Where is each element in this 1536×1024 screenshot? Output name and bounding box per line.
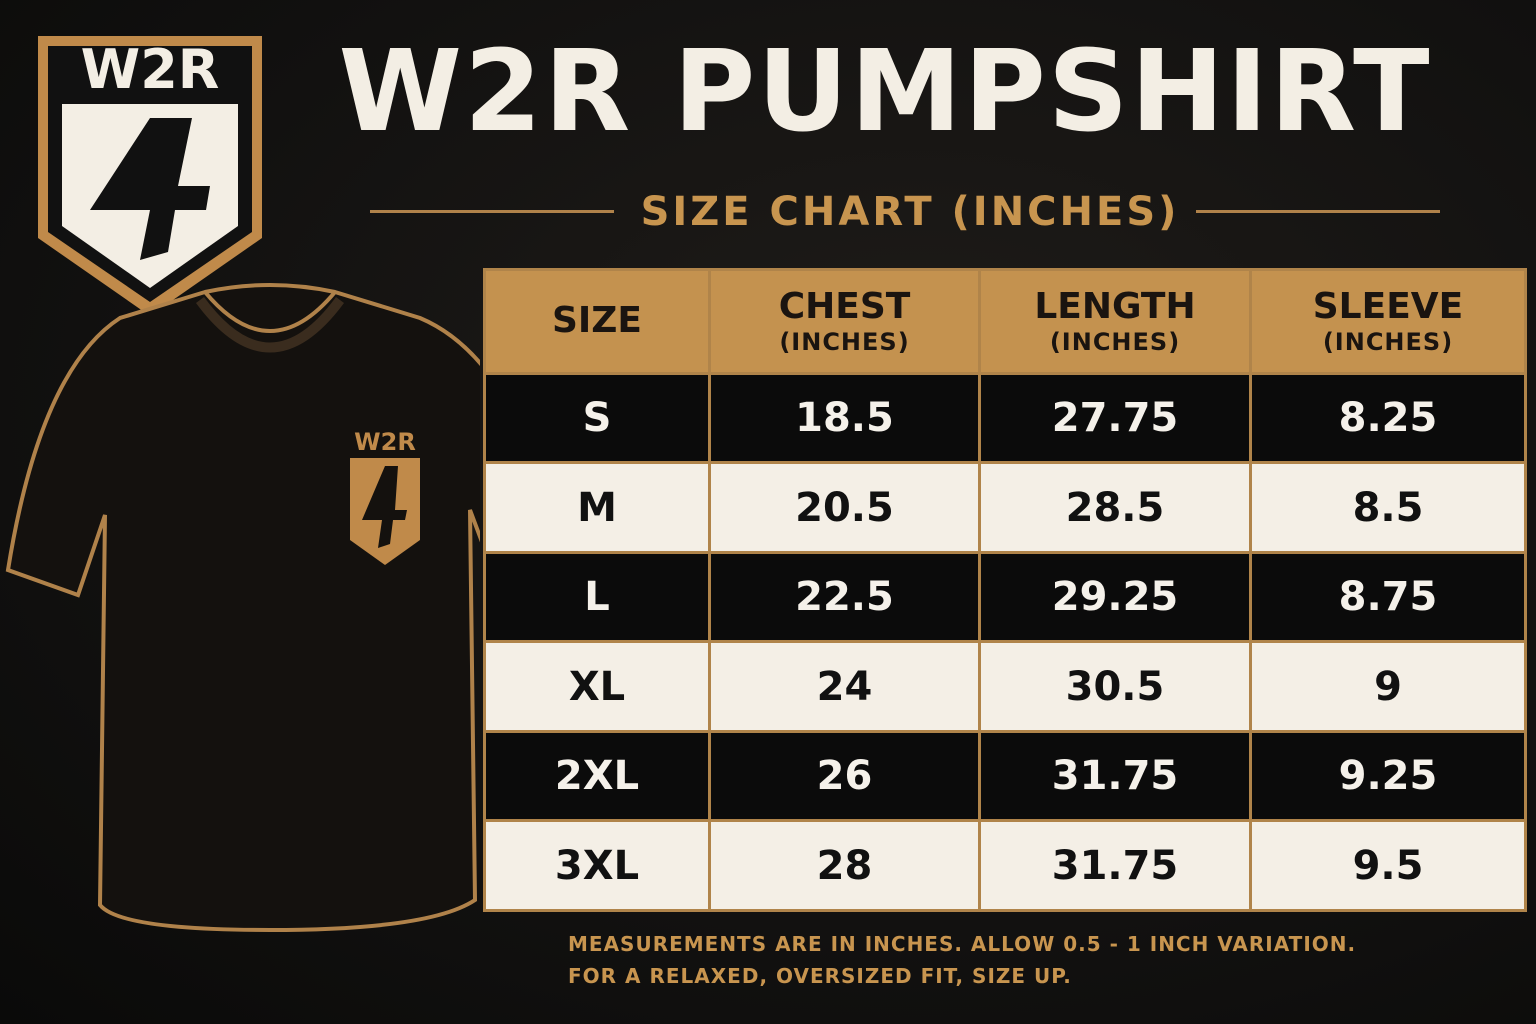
shirt-collar-band bbox=[195, 297, 345, 353]
table-row: L 22.5 29.25 8.75 bbox=[483, 550, 1527, 644]
header-unit: (INCHES) bbox=[779, 328, 910, 357]
subtitle: SIZE CHART (INCHES) bbox=[640, 189, 1180, 235]
title: W2R PUMPSHIRT bbox=[338, 27, 1432, 157]
footnote: MEASUREMENTS ARE IN INCHES. ALLOW 0.5 - … bbox=[538, 928, 1356, 992]
artwork: W2R W2R bbox=[5, 36, 480, 933]
divider bbox=[370, 210, 614, 213]
measurement-cell: 9.5 bbox=[1249, 819, 1527, 912]
measurement-cell: 8.5 bbox=[1249, 461, 1527, 554]
measurement-cell: 9.25 bbox=[1249, 729, 1527, 823]
table-row: 3XL 28 31.75 9.5 bbox=[483, 819, 1527, 912]
header-label: SIZE bbox=[551, 300, 643, 342]
measurement-cell: 31.75 bbox=[978, 729, 1252, 823]
size-cell: XL bbox=[483, 640, 711, 733]
measurement-cell: 8.75 bbox=[1249, 550, 1527, 644]
measurement-cell: 30.5 bbox=[978, 640, 1252, 733]
footnote-line: FOR A RELAXED, OVERSIZED FIT, SIZE UP. bbox=[568, 964, 1072, 988]
shirt-collar bbox=[203, 290, 337, 333]
size-cell: M bbox=[483, 461, 711, 554]
header-label: LENGTH bbox=[1034, 286, 1196, 328]
table-row: XL 24 30.5 9 bbox=[483, 640, 1527, 733]
logo-mark bbox=[90, 118, 210, 260]
header-cell: SIZE bbox=[483, 268, 711, 375]
measurement-cell: 31.75 bbox=[978, 819, 1252, 912]
measurement-cell: 26 bbox=[708, 729, 981, 823]
shirt-logo-text: W2R bbox=[354, 428, 416, 456]
shirt-body bbox=[5, 283, 480, 933]
measurement-cell: 29.25 bbox=[978, 550, 1252, 644]
table-row: S 18.5 27.75 8.25 bbox=[483, 371, 1527, 465]
footnote-line: MEASUREMENTS ARE IN INCHES. ALLOW 0.5 - … bbox=[568, 932, 1357, 956]
shirt-logo-mark bbox=[362, 466, 407, 548]
size-cell: S bbox=[483, 371, 711, 465]
header-label: CHEST bbox=[778, 286, 911, 328]
size-cell: 2XL bbox=[483, 729, 711, 823]
table-row: 2XL 26 31.75 9.25 bbox=[483, 729, 1527, 823]
header-cell: SLEEVE (INCHES) bbox=[1249, 268, 1527, 375]
header-row: SIZE CHEST (INCHES) LENGTH (INCHES) SLEEVE (IN… bbox=[483, 268, 1527, 375]
measurement-cell: 18.5 bbox=[708, 371, 981, 465]
measurement-cell: 22.5 bbox=[708, 550, 981, 644]
header-unit: (INCHES) bbox=[1322, 328, 1454, 357]
measurement-cell: 20.5 bbox=[708, 461, 981, 554]
size-cell: 3XL bbox=[483, 819, 711, 912]
measurement-cell: 8.25 bbox=[1249, 371, 1527, 465]
measurement-cell: 24 bbox=[708, 640, 981, 733]
size-table: SIZE CHEST (INCHES) LENGTH (INCHES) SLEEVE (IN… bbox=[483, 268, 1527, 912]
logo-text: W2R bbox=[81, 38, 220, 101]
table-row: M 20.5 28.5 8.5 bbox=[483, 461, 1527, 554]
header-label: SLEEVE bbox=[1312, 286, 1464, 328]
measurement-cell: 28.5 bbox=[978, 461, 1252, 554]
divider bbox=[1196, 210, 1440, 213]
measurement-cell: 9 bbox=[1249, 640, 1527, 733]
header-cell: CHEST (INCHES) bbox=[708, 268, 981, 375]
measurement-cell: 27.75 bbox=[978, 371, 1252, 465]
header-cell: LENGTH (INCHES) bbox=[978, 268, 1252, 375]
header-unit: (INCHES) bbox=[1049, 328, 1181, 357]
measurement-cell: 28 bbox=[708, 819, 981, 912]
size-cell: L bbox=[483, 550, 711, 644]
